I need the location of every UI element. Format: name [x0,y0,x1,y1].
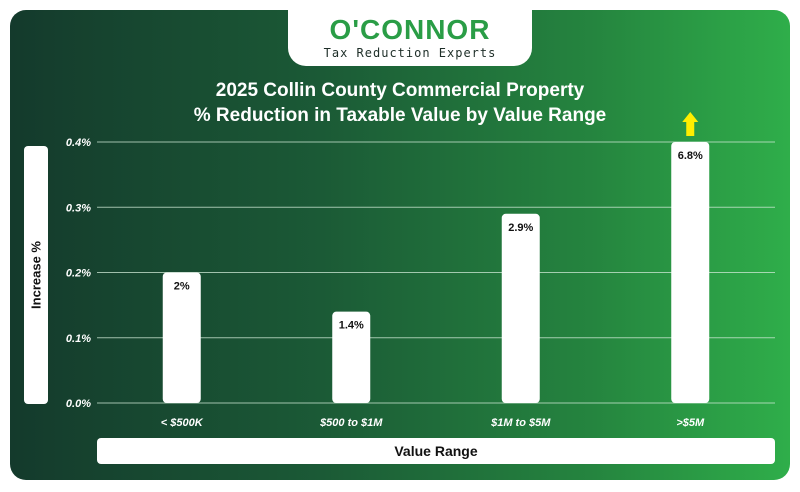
x-axis-label: Value Range [394,443,478,459]
bar-data-label: 2% [174,281,190,293]
x-tick-label: >$5M [676,417,705,429]
bar-data-label: 1.4% [339,320,364,332]
y-tick-label: 0.4% [66,137,91,149]
y-tick-label: 0.0% [66,398,91,410]
y-tick-label: 0.1% [66,333,91,345]
y-tick-label: 0.3% [66,202,91,214]
logo-name: O'CONNOR [329,14,491,45]
chart-card: O'CONNOR Tax Reduction Experts 2025 Coll… [10,10,790,480]
bar [162,272,201,403]
bar-data-label: 2.9% [508,222,533,234]
bar-data-label: 6.8% [678,150,703,162]
y-axis-label-box: Increase % [24,146,48,404]
bar-chart: 0.0% 0.1% 0.2% 0.3% 0.4% 2% < $500K 1.4% $500 to… [66,112,775,429]
chart-title: 2025 Collin County Commercial Property [215,80,585,101]
logo-tagline: Tax Reduction Experts [323,46,497,60]
chart-title-block: 2025 Collin County Commercial Property %… [10,78,790,128]
x-tick-label: $500 to $1M [319,417,383,429]
bar [671,142,710,403]
overflow-arrow-icon [682,112,699,136]
y-tick-label: 0.2% [66,268,91,280]
x-axis-label-box: Value Range [97,438,775,464]
chart-subtitle: % Reduction in Taxable Value by Value Ra… [193,105,607,126]
bar [332,311,371,403]
logo: O'CONNOR Tax Reduction Experts [288,10,532,66]
x-tick-label: $1M to $5M [490,417,551,429]
x-tick-label: < $500K [161,417,204,429]
bar [501,213,540,403]
